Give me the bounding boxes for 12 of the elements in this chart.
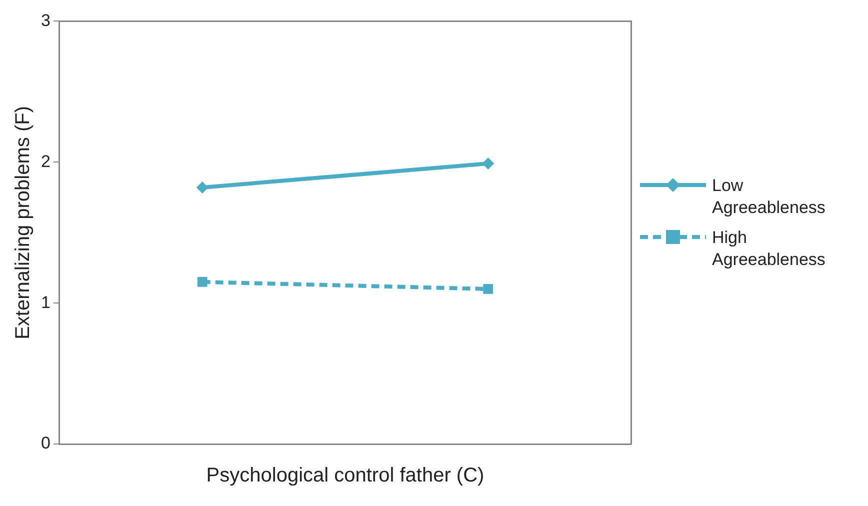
y-tick-label: 3 [40, 10, 50, 30]
x-axis-title: Psychological control father (C) [206, 464, 484, 487]
legend-label: Low Agreeableness [712, 175, 826, 219]
point [483, 284, 494, 294]
y-tick-label: 2 [40, 152, 50, 171]
y-tick-label: 0 [40, 434, 50, 453]
y-axis-title: Externalizing problems (F) [12, 106, 34, 340]
point [197, 276, 208, 287]
point [482, 158, 494, 170]
y-tick-label: 1 [40, 292, 50, 312]
legend-label: High Agreeableness [712, 227, 826, 271]
point [196, 182, 208, 194]
